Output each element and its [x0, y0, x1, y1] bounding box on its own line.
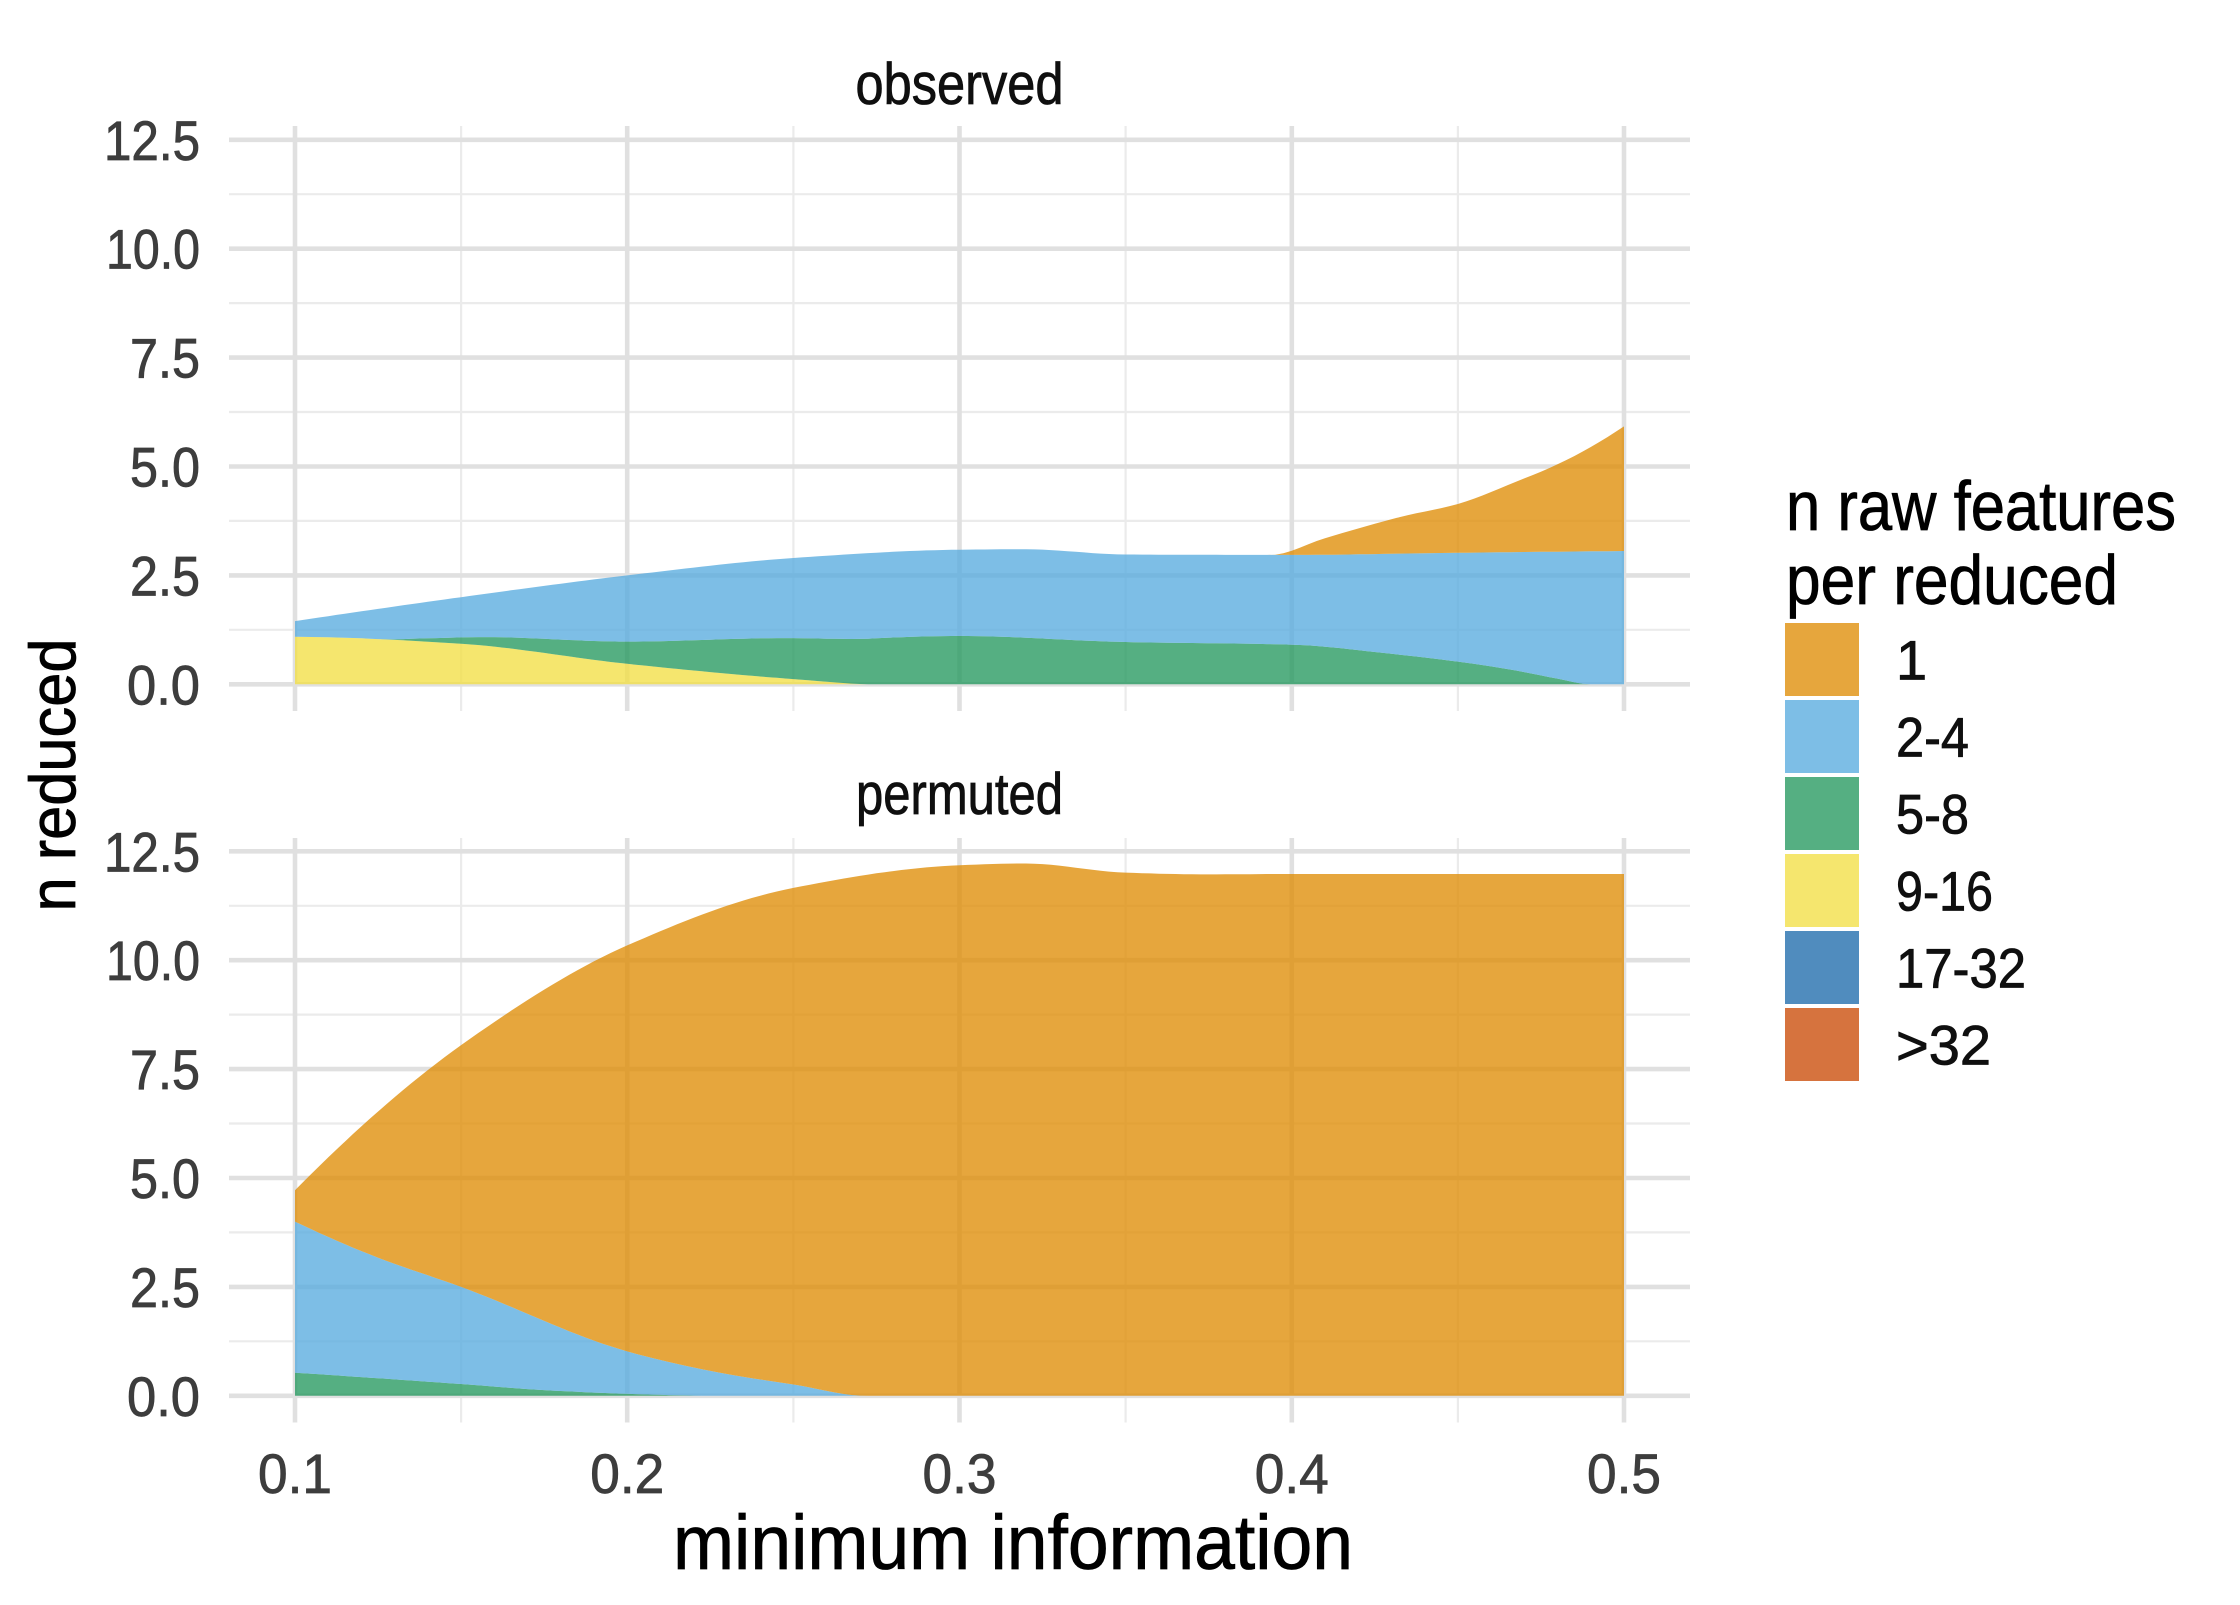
svg-text:n raw features: n raw features	[1786, 467, 2176, 545]
svg-text:2-4: 2-4	[1896, 706, 1969, 769]
svg-text:1: 1	[1896, 629, 1927, 692]
svg-text:12.5: 12.5	[104, 820, 200, 883]
svg-text:>32: >32	[1896, 1014, 1991, 1077]
svg-text:17-32: 17-32	[1896, 937, 2026, 1000]
svg-text:12.5: 12.5	[104, 109, 200, 172]
svg-text:7.5: 7.5	[130, 1038, 200, 1101]
svg-text:2.5: 2.5	[130, 544, 200, 607]
svg-text:0.2: 0.2	[590, 1442, 664, 1505]
svg-text:9-16: 9-16	[1896, 860, 1993, 923]
svg-text:0.5: 0.5	[1587, 1442, 1661, 1505]
svg-text:10.0: 10.0	[106, 218, 200, 281]
svg-text:0.0: 0.0	[127, 653, 200, 716]
svg-text:7.5: 7.5	[130, 327, 200, 390]
svg-text:n reduced: n reduced	[16, 639, 89, 912]
svg-text:per reduced: per reduced	[1786, 541, 2118, 619]
svg-text:5-8: 5-8	[1896, 783, 1969, 846]
svg-text:observed: observed	[856, 52, 1064, 117]
svg-text:2.5: 2.5	[130, 1256, 200, 1319]
svg-text:permuted: permuted	[856, 762, 1063, 827]
svg-text:10.0: 10.0	[106, 929, 200, 992]
svg-text:0.1: 0.1	[258, 1442, 332, 1505]
svg-text:0.3: 0.3	[923, 1442, 997, 1505]
svg-text:5.0: 5.0	[130, 436, 200, 499]
svg-text:5.0: 5.0	[130, 1147, 200, 1210]
svg-text:minimum information: minimum information	[673, 1500, 1353, 1586]
svg-text:0.4: 0.4	[1255, 1442, 1329, 1505]
svg-text:0.0: 0.0	[127, 1365, 200, 1428]
